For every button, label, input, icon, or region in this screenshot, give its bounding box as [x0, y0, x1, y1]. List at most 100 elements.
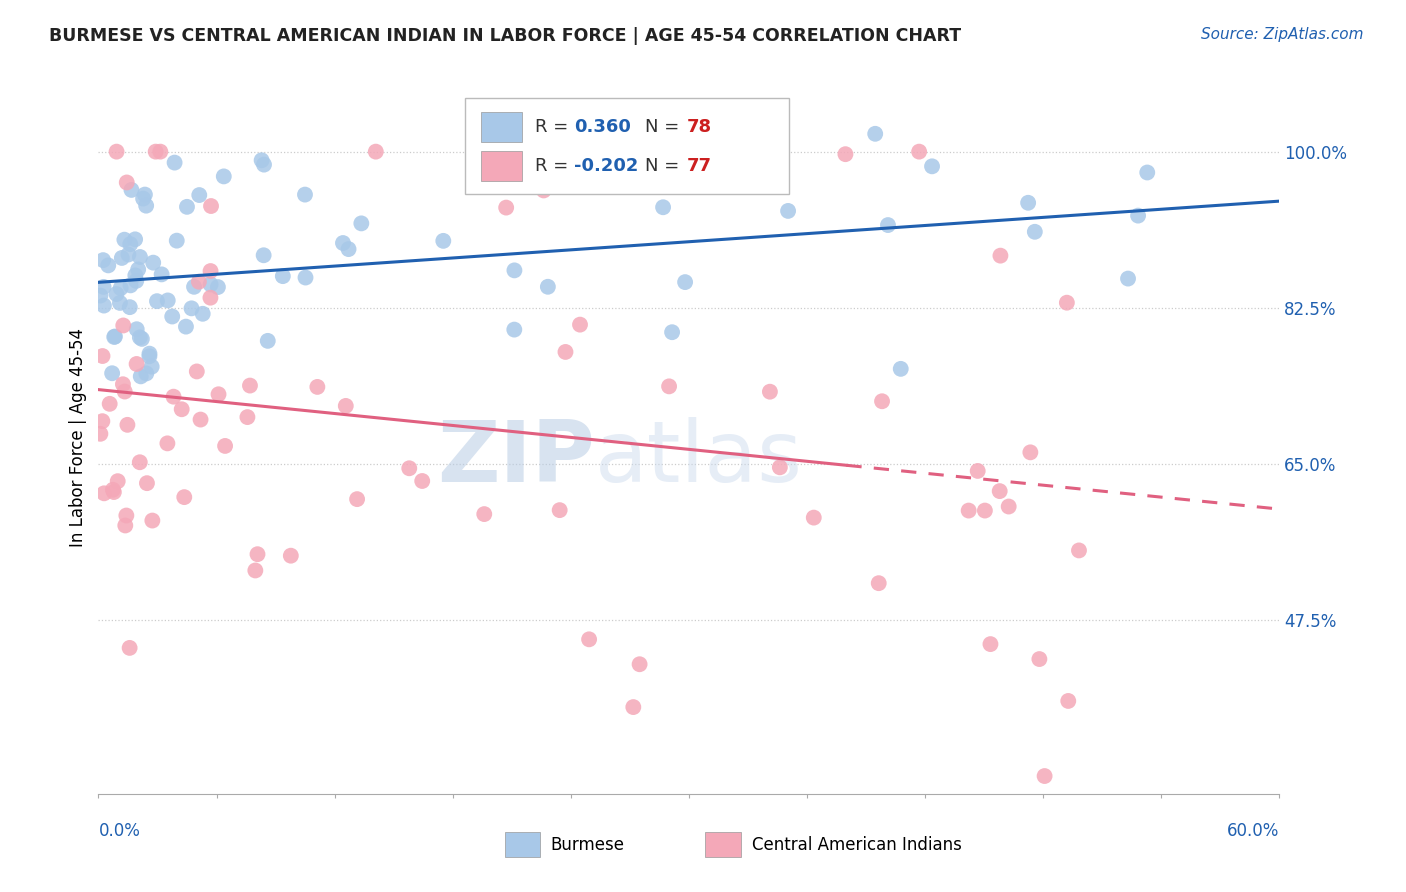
Point [870, 394, 893, 409]
Point [307, 380, 329, 394]
Point [803, 510, 825, 524]
Text: atlas: atlas [595, 417, 803, 500]
Point [200, 199, 222, 213]
Text: Burmese: Burmese [551, 836, 624, 854]
Point [141, 514, 163, 528]
Point [135, 199, 157, 213]
Point [759, 384, 782, 399]
Point [138, 346, 160, 360]
Point [112, 233, 135, 247]
Point [652, 200, 675, 214]
Point [124, 268, 146, 283]
Point [769, 460, 792, 475]
Point [128, 330, 150, 344]
Point [190, 412, 212, 426]
Point [212, 169, 235, 184]
Point [120, 278, 142, 293]
Point [834, 147, 856, 161]
Point [294, 270, 316, 285]
Point [364, 145, 387, 159]
Point [778, 203, 800, 218]
Point [973, 503, 995, 517]
Point [658, 379, 681, 393]
Point [1017, 195, 1039, 210]
Point [628, 657, 651, 672]
Text: Central American Indians: Central American Indians [752, 836, 962, 854]
Point [97, 259, 120, 273]
Point [207, 387, 229, 401]
Point [136, 476, 159, 491]
Point [253, 248, 276, 262]
Point [125, 357, 148, 371]
Point [503, 323, 526, 337]
Point [111, 251, 134, 265]
Point [93, 486, 115, 500]
Point [578, 632, 600, 647]
Point [132, 192, 155, 206]
Point [673, 275, 696, 289]
Point [1019, 445, 1042, 459]
Point [1056, 295, 1078, 310]
Point [101, 483, 124, 497]
Point [957, 503, 980, 517]
Point [135, 367, 157, 381]
Text: N =: N = [645, 118, 685, 136]
Point [966, 464, 988, 478]
Point [98, 397, 121, 411]
Point [503, 263, 526, 277]
Point [112, 318, 135, 333]
Point [120, 183, 142, 197]
Point [91, 253, 114, 268]
Point [107, 474, 129, 488]
Point [117, 417, 139, 432]
Point [548, 503, 571, 517]
Text: BURMESE VS CENTRAL AMERICAN INDIAN IN LABOR FORCE | AGE 45-54 CORRELATION CHART: BURMESE VS CENTRAL AMERICAN INDIAN IN LA… [49, 27, 962, 45]
Point [711, 163, 734, 178]
Point [979, 637, 1001, 651]
Point [125, 322, 148, 336]
Point [239, 378, 262, 392]
Point [868, 576, 890, 591]
Point [103, 485, 125, 500]
Point [432, 234, 454, 248]
Point [105, 287, 128, 301]
Point [990, 249, 1012, 263]
Text: -0.202: -0.202 [575, 157, 638, 175]
Point [1028, 652, 1050, 666]
Point [1024, 225, 1046, 239]
Point [174, 319, 197, 334]
Text: R =: R = [536, 118, 575, 136]
Point [125, 274, 148, 288]
FancyBboxPatch shape [706, 832, 741, 856]
Point [411, 474, 433, 488]
Point [127, 262, 149, 277]
Point [104, 329, 127, 343]
Point [131, 332, 153, 346]
Point [118, 640, 141, 655]
Point [156, 293, 179, 308]
Point [271, 269, 294, 284]
Point [908, 145, 931, 159]
Point [280, 549, 302, 563]
Point [256, 334, 278, 348]
Point [1067, 543, 1090, 558]
Point [117, 247, 139, 261]
Point [146, 294, 169, 309]
Point [170, 402, 193, 417]
Point [110, 281, 132, 295]
Point [120, 237, 142, 252]
Point [1126, 209, 1149, 223]
Point [636, 145, 658, 159]
Point [108, 296, 131, 310]
Point [89, 288, 111, 302]
Point [294, 187, 316, 202]
FancyBboxPatch shape [481, 151, 523, 181]
Point [537, 279, 560, 293]
Point [495, 201, 517, 215]
Point [1033, 769, 1056, 783]
Point [890, 362, 912, 376]
Point [114, 384, 136, 399]
Point [245, 564, 267, 578]
Point [350, 216, 373, 230]
Text: 60.0%: 60.0% [1227, 822, 1279, 840]
